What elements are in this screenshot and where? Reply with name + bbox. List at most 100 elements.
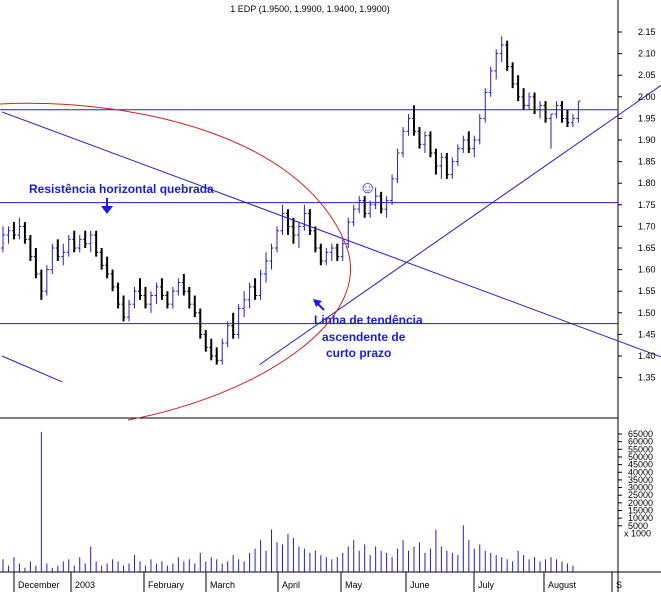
ohlc-bar: [28, 235, 33, 261]
ohlc-bar: [488, 66, 493, 97]
price-tick-label: 1.85: [638, 157, 656, 167]
price-tick-label: 2.10: [638, 49, 656, 59]
volume-bars: [2, 431, 574, 572]
rounding-bottom-curve: [0, 102, 352, 421]
ohlc-bar: [455, 144, 460, 166]
ohlc-bar: [499, 36, 504, 63]
ohlc-bar: [17, 217, 22, 240]
resistance-label: Resistência horizontal quebrada: [29, 182, 214, 196]
price-tick-label: 1.75: [638, 200, 656, 210]
ohlc-bar: [1, 226, 5, 253]
ohlc-bar: [428, 131, 433, 158]
ohlc-bar: [138, 278, 142, 300]
time-tick-label: June: [410, 580, 430, 590]
ohlc-bar: [521, 88, 526, 110]
ohlc-bar: [159, 278, 164, 300]
price-tick-label: 1.50: [638, 308, 656, 318]
ohlc-bar: [422, 131, 427, 153]
ohlc-bar: [94, 230, 99, 257]
price-tick-label: 1.65: [638, 243, 656, 253]
ohlc-bar: [187, 286, 192, 309]
price-tick-label: 1.55: [638, 286, 656, 296]
ohlc-bar: [296, 222, 301, 248]
ohlc-bar: [280, 204, 285, 236]
volume-tick-label: 45000: [628, 460, 653, 470]
price-tick-label: 2.05: [638, 70, 656, 80]
price-tick-label: 1.80: [638, 178, 656, 188]
ohlc-bar: [203, 330, 208, 352]
ohlc-bar: [390, 174, 395, 205]
ohlc-bar: [461, 135, 466, 153]
ohlc-bar: [121, 295, 126, 322]
ohlc-bar: [181, 273, 186, 296]
ohlc-bar: [516, 75, 521, 102]
ohlc-bar: [543, 101, 548, 123]
time-tick-label: S: [616, 580, 622, 590]
time-tick-label: December: [18, 580, 60, 590]
ohlc-bar: [395, 148, 400, 184]
ohlc-bar: [532, 92, 537, 115]
time-tick-label: April: [282, 580, 300, 590]
ohlc-bar: [225, 321, 230, 348]
time-tick-label: May: [345, 580, 363, 590]
ohlc-bar: [406, 114, 411, 136]
price-tick-label: 1.90: [638, 135, 656, 145]
ohlc-bar: [357, 196, 362, 214]
price-tick-label: 2.15: [638, 27, 656, 37]
ohlc-bar: [50, 243, 55, 274]
ohlc-bar: [77, 235, 82, 253]
ohlc-bar: [165, 291, 170, 309]
trend-line: [1, 355, 63, 383]
ohlc-bar: [549, 113, 553, 149]
volume-tick-label: 5000: [628, 521, 648, 531]
ohlc-bar: [335, 243, 340, 261]
price-tick-label: 1.40: [638, 351, 656, 361]
price-tick-label: 1.45: [638, 329, 656, 339]
trend-label-line2: ascendente de: [322, 330, 406, 344]
ohlc-bar: [61, 243, 66, 266]
ohlc-bar: [291, 217, 296, 244]
ohlc-bar: [247, 282, 252, 309]
ohlc-bar: [132, 286, 137, 309]
price-bars: [1, 36, 581, 365]
time-tick-label: February: [148, 580, 185, 590]
ohlc-bar: [253, 278, 258, 300]
trend-label-line3: curto prazo: [326, 346, 392, 360]
ohlc-bar: [307, 209, 312, 236]
volume-tick-label: 10000: [628, 513, 653, 523]
price-axis: 2.15 2.10 2.05 2.00 1.95 1.90 1.85 1.80 1.75 1.70…: [618, 27, 656, 383]
volume-tick-label: 65000: [628, 429, 653, 439]
ohlc-bar: [148, 291, 153, 313]
volume-tick-label: 15000: [628, 506, 653, 516]
time-tick-label: March: [210, 580, 235, 590]
ohlc-bar: [570, 114, 575, 128]
ohlc-bar: [483, 88, 488, 123]
ohlc-bar: [39, 269, 44, 300]
ohlc-bar: [384, 196, 389, 218]
price-tick-label: 1.70: [638, 221, 656, 231]
ohlc-bar: [72, 230, 77, 253]
chart-title: 1 EDP (1.9500, 1.9900, 1.9400, 1.9900): [230, 4, 389, 14]
ohlc-bar: [242, 291, 247, 318]
price-tick-label: 1.60: [638, 265, 656, 275]
ohlc-bar: [264, 252, 269, 283]
ohlc-bar: [346, 217, 351, 248]
ohlc-bar: [433, 148, 438, 175]
ohlc-bar: [176, 278, 181, 296]
ohlc-bar: [220, 338, 225, 365]
ohlc-bar: [313, 226, 318, 253]
trend-label-line1: Linha de tendência: [314, 313, 423, 327]
ohlc-bar: [565, 109, 570, 128]
resistance-arrow-head: [101, 206, 113, 214]
time-tick-label: August: [548, 580, 577, 590]
ohlc-bar: [510, 62, 515, 89]
ohlc-bar: [192, 295, 197, 318]
ohlc-bar: [527, 92, 532, 110]
ohlc-bar: [55, 239, 60, 261]
ohlc-bar: [559, 101, 564, 123]
ohlc-bar: [351, 204, 356, 227]
time-tick-label: July: [478, 580, 495, 590]
time-tick-label: 2003: [75, 580, 95, 590]
